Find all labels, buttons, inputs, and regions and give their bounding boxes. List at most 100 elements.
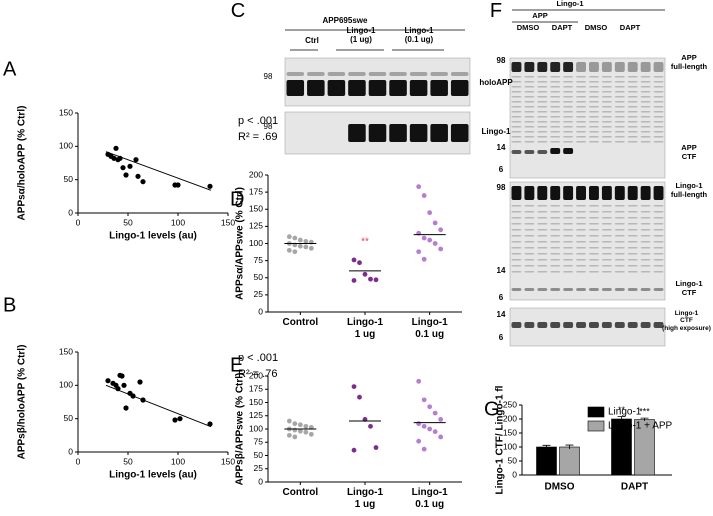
blot-band	[614, 229, 625, 231]
blot-band	[614, 265, 625, 267]
blot-band	[627, 322, 638, 328]
blot-band	[576, 217, 586, 219]
blot-band	[550, 241, 561, 243]
significance: **	[361, 237, 369, 248]
mw-marker: 6	[498, 333, 504, 342]
bar	[536, 446, 557, 476]
blot-band	[563, 96, 574, 98]
data-point	[207, 183, 213, 189]
blot-band	[537, 217, 548, 219]
blot-band	[563, 131, 574, 133]
y-tick-label: 0	[68, 446, 73, 456]
y-axis-label: APPsβ/holoAPP (% Ctrl)	[17, 345, 28, 460]
blot-band	[589, 247, 599, 249]
blot-band	[450, 80, 469, 96]
mw-marker: 14	[496, 310, 506, 319]
blot-band	[524, 265, 535, 267]
blot-band	[653, 322, 664, 328]
blot-band	[653, 265, 664, 267]
blot-band	[550, 205, 561, 207]
blot-band	[653, 223, 664, 225]
blot-band	[601, 211, 612, 213]
blot-band	[640, 121, 651, 123]
blot-band	[614, 235, 625, 237]
blot-band	[576, 101, 586, 103]
data-point	[427, 404, 433, 410]
x-tick-label: Lingo-1 1 ug	[346, 487, 384, 510]
blot-band	[550, 235, 561, 237]
blot-band	[550, 126, 561, 128]
blot-band	[537, 211, 548, 213]
panel-letter: B	[3, 294, 16, 316]
blot-band	[511, 217, 522, 219]
blot-band	[563, 265, 574, 267]
blot-band	[368, 80, 387, 96]
blot-band	[389, 80, 407, 96]
blot-band	[614, 217, 625, 219]
blot-band	[640, 253, 651, 255]
blot-band	[511, 116, 522, 118]
blot-band	[537, 259, 548, 261]
blot-band	[550, 96, 561, 98]
data-point	[303, 239, 309, 244]
blot-band	[563, 116, 574, 118]
blot-band	[537, 96, 548, 98]
blot-band	[627, 211, 638, 213]
legend-swatch	[587, 420, 605, 432]
blot-band	[627, 136, 638, 138]
blot-band	[576, 121, 586, 123]
mw-marker: 98	[263, 122, 273, 131]
blot-band	[640, 101, 651, 103]
blot-band	[653, 241, 664, 243]
blot-band	[511, 205, 522, 207]
data-point	[421, 235, 427, 241]
data-point	[297, 428, 303, 434]
blot-subheader: APP	[532, 11, 548, 20]
data-point	[113, 145, 119, 151]
lane-label: DAPT	[619, 23, 641, 32]
blot-band	[589, 86, 599, 88]
blot-band	[576, 205, 586, 207]
blot-band	[589, 101, 599, 103]
blot-band	[627, 141, 638, 143]
blot-band	[550, 86, 561, 88]
blot-band	[511, 247, 522, 249]
data-point	[421, 193, 427, 198]
mw-marker: 98	[496, 183, 506, 192]
blot-band	[653, 288, 664, 291]
blot-band	[348, 124, 366, 142]
blot-band	[563, 235, 574, 237]
mw-marker: 14	[496, 143, 506, 152]
error-bar	[565, 444, 574, 449]
blot-band	[614, 271, 625, 273]
blot-band	[601, 76, 612, 78]
blot-band	[640, 111, 651, 113]
blot-band	[627, 131, 638, 133]
blot-band	[589, 265, 599, 267]
y-tick-label: 150	[503, 427, 517, 437]
blot-band	[550, 131, 561, 133]
data-point	[438, 417, 444, 422]
data-point	[357, 394, 362, 400]
data-point	[416, 438, 422, 444]
blot-band	[430, 80, 448, 96]
blot-band	[563, 288, 574, 291]
blot-band	[524, 205, 535, 207]
blot-band	[563, 322, 574, 328]
y-tick-label: 175	[249, 186, 263, 196]
blot-band	[614, 259, 625, 261]
blot-band	[537, 141, 548, 143]
blot-band	[640, 211, 651, 213]
blot-band	[511, 62, 522, 72]
data-point	[292, 421, 298, 427]
blot-band	[563, 223, 574, 225]
blot-band	[640, 76, 651, 78]
x-tick-label: 150	[221, 456, 235, 466]
blot-band	[537, 288, 548, 291]
blot-band	[614, 81, 625, 83]
blot-band	[627, 205, 638, 207]
x-tick-label: 150	[221, 217, 235, 227]
blot-band	[653, 235, 664, 237]
blot-band	[653, 81, 664, 83]
blot-band	[589, 131, 599, 133]
